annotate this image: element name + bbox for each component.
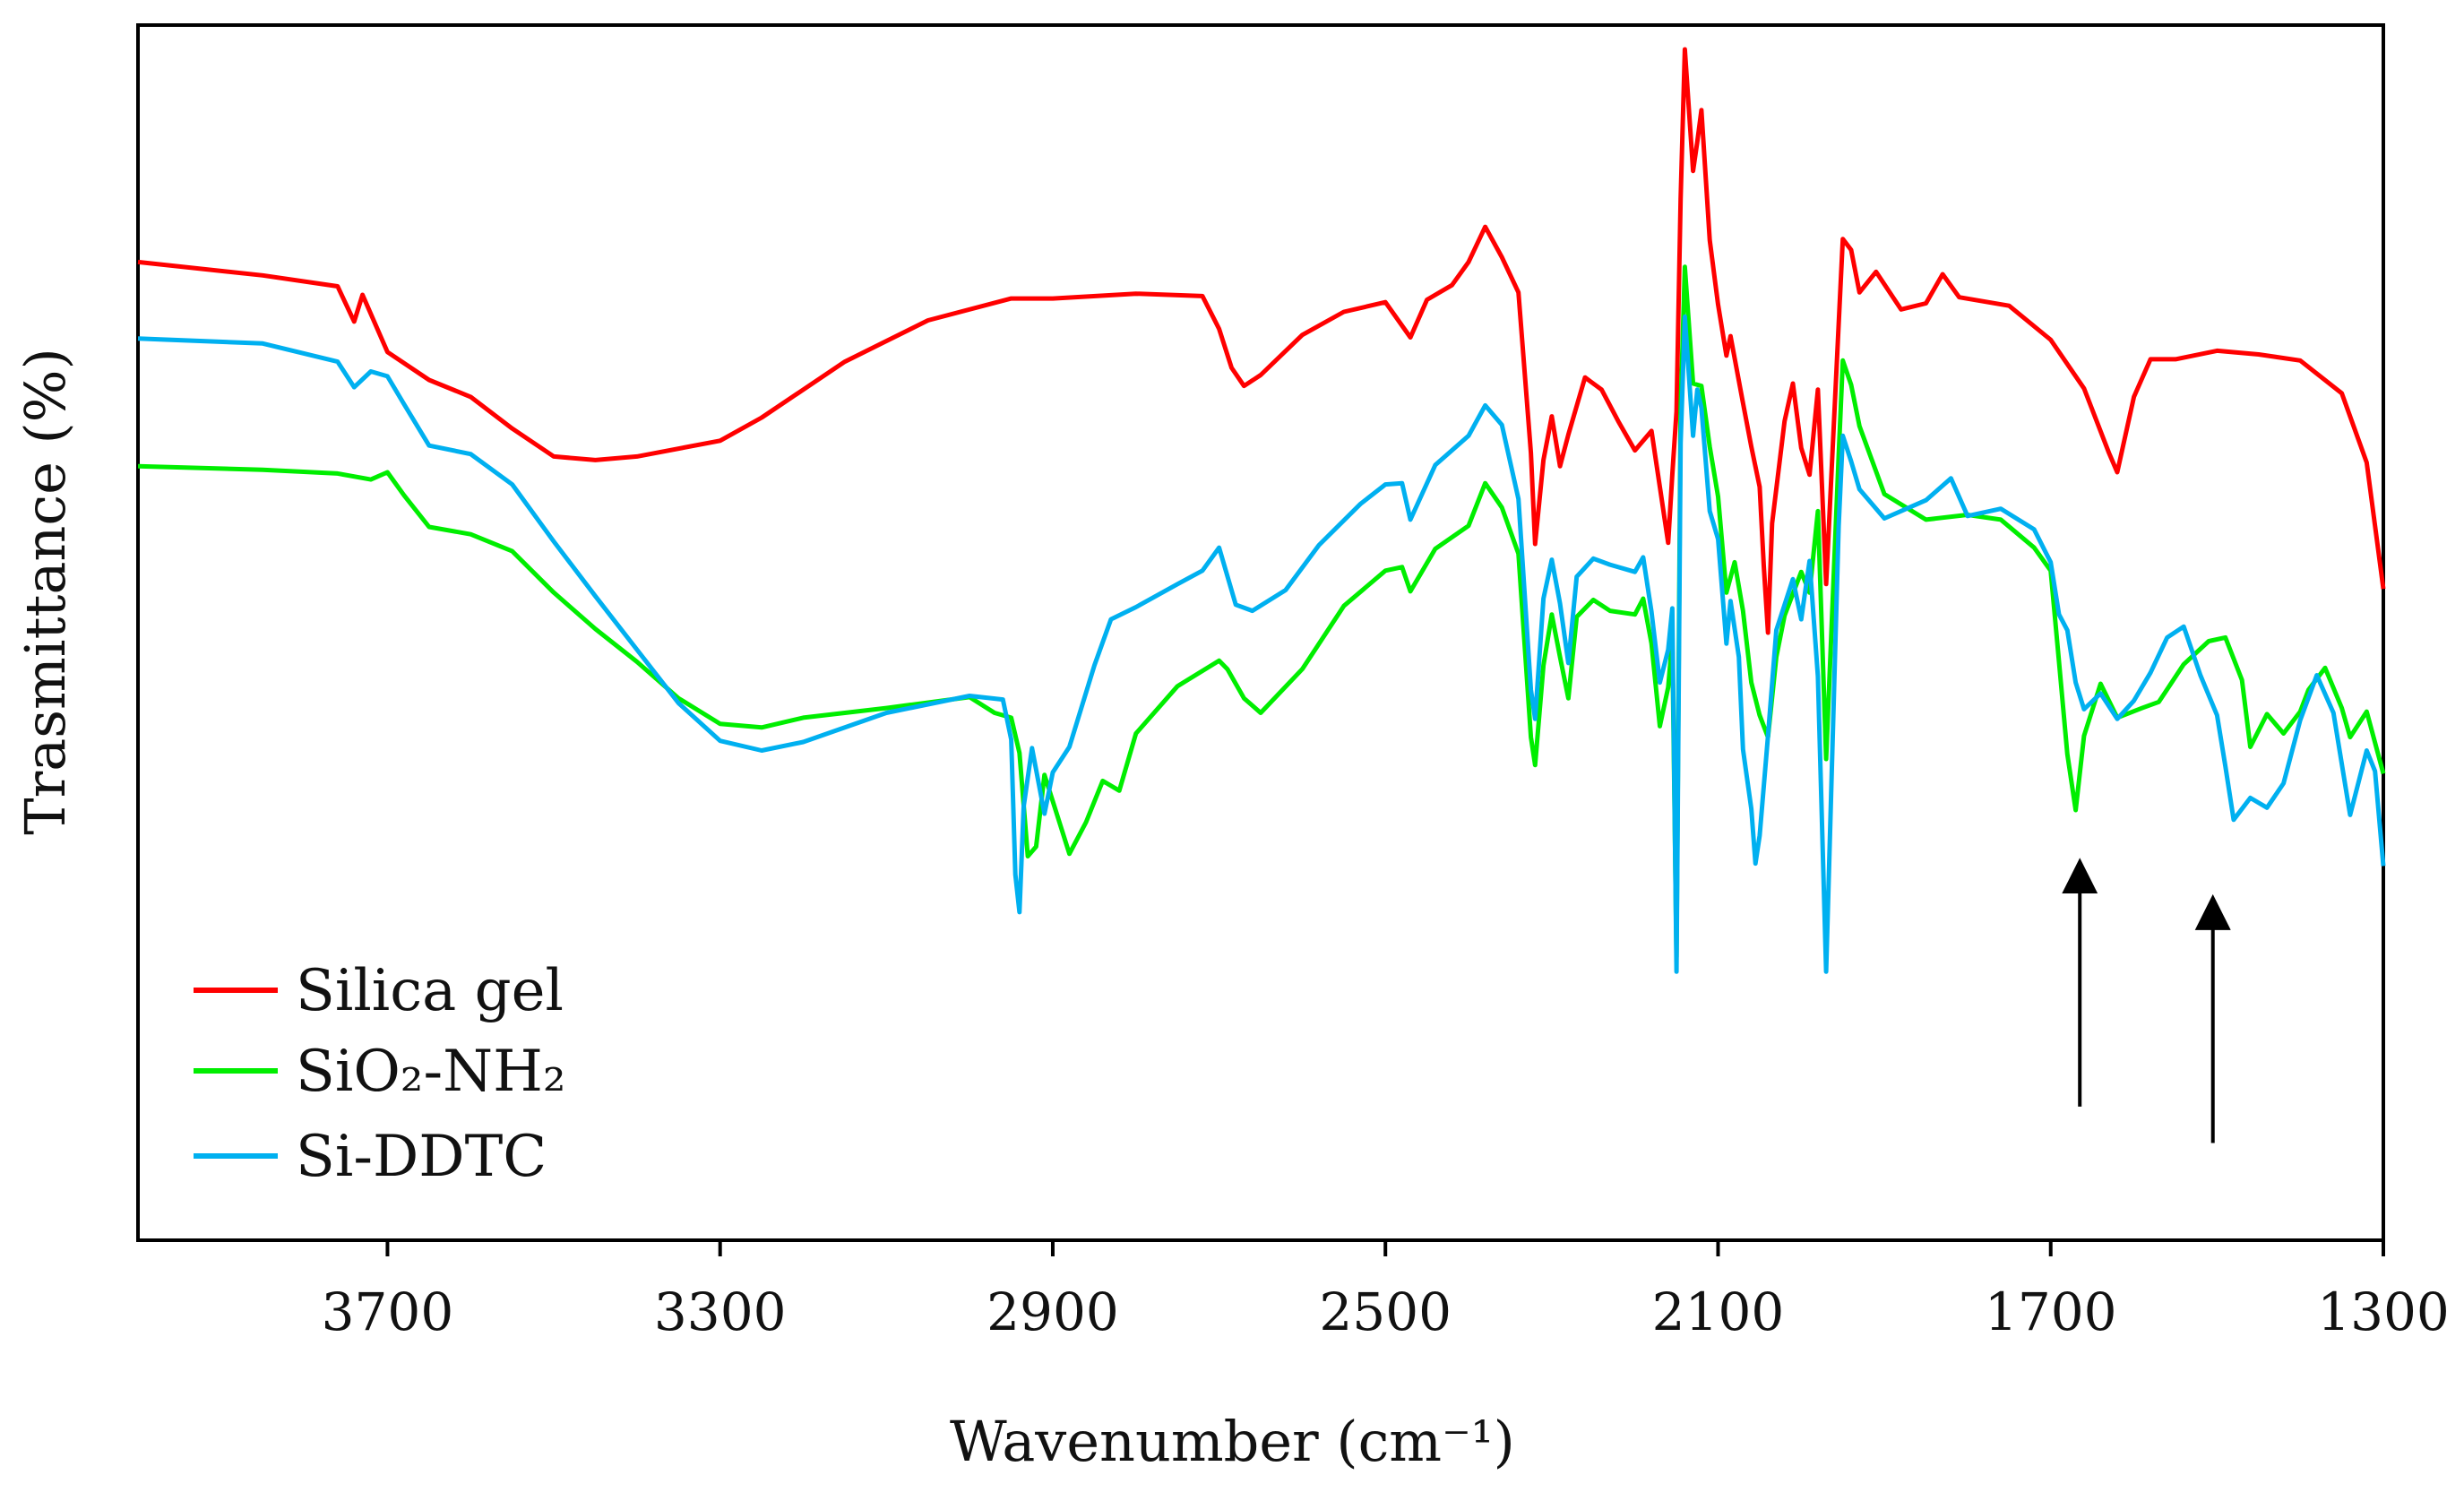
x-tick-label: 1700 — [1985, 1281, 2117, 1342]
x-axis-title: Wavenumber (cm⁻¹) — [950, 1409, 1515, 1474]
x-axis-ticks: 3700 3300 2900 2500 2100 1700 1300 — [322, 1240, 2450, 1342]
series-line-0 — [137, 47, 2386, 635]
y-axis-title: Trasmittance (%) — [13, 348, 78, 835]
x-tick-label: 3300 — [654, 1281, 787, 1342]
legend-label-si-ddtc: Si-DDTC — [296, 1124, 547, 1190]
x-tick-label: 1300 — [2317, 1281, 2450, 1342]
legend: Silica gel SiO₂-NH₂ Si-DDTC — [194, 958, 566, 1190]
x-tick-label: 2900 — [986, 1281, 1119, 1342]
x-tick-label: 3700 — [322, 1281, 454, 1342]
series-line-2 — [137, 314, 2386, 974]
x-tick-label: 2100 — [1652, 1281, 1785, 1342]
legend-label-silica-gel: Silica gel — [296, 958, 564, 1024]
legend-label-sio2-nh2: SiO₂-NH₂ — [296, 1039, 566, 1105]
series-layer — [137, 47, 2386, 974]
plot-frame — [136, 23, 2385, 1242]
annotation-layer — [2062, 858, 2231, 1143]
series-line-1 — [137, 264, 2386, 960]
x-tick-label: 2500 — [1319, 1281, 1452, 1342]
